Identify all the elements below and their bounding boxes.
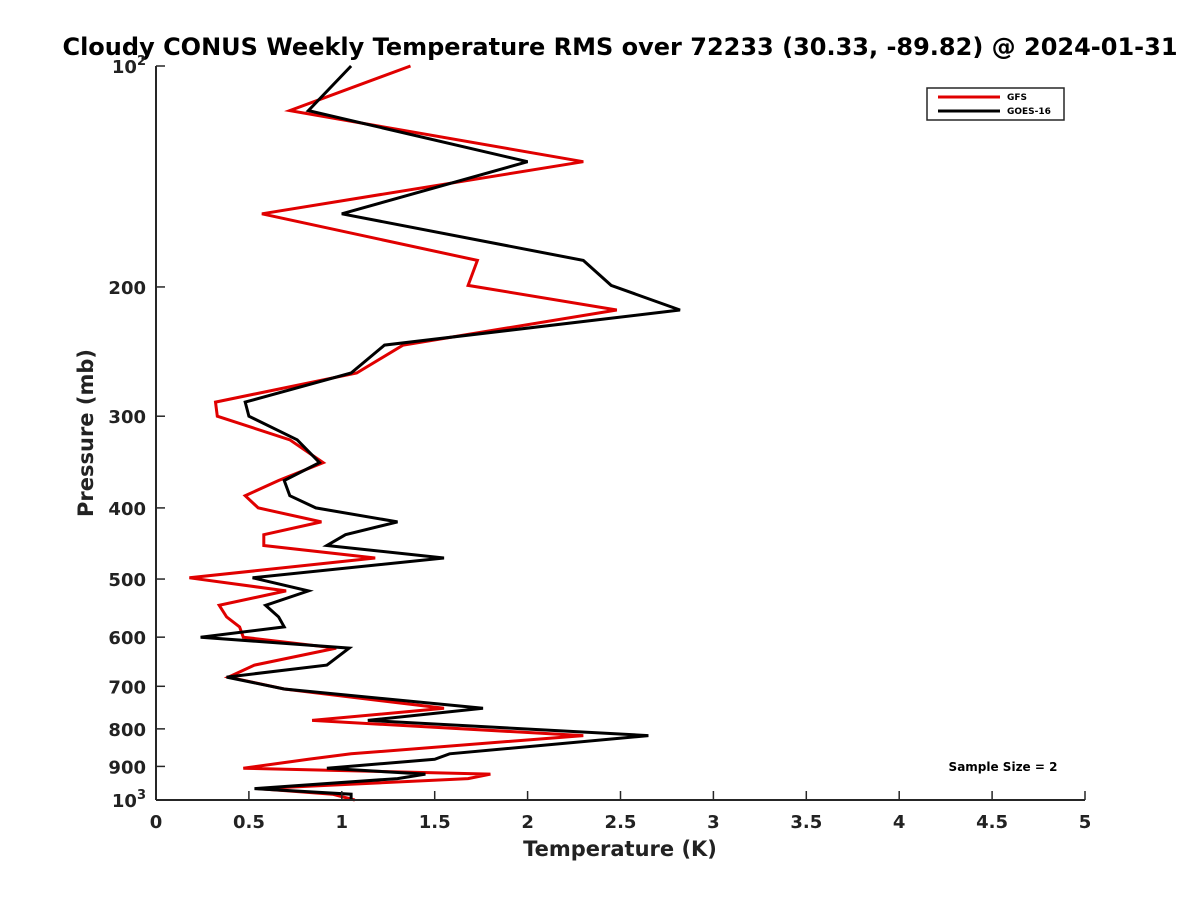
x-tick-label: 5 [1079,812,1092,833]
sample-size-annotation: Sample Size = 2 [949,760,1058,774]
x-tick-label: 2.5 [605,812,637,833]
y-tick-label: 300 [108,407,146,428]
y-tick-label: 600 [108,628,146,649]
y-tick-label: 102 [112,54,146,78]
y-ticks: 102 200 300 400 500 600 700 800 900 103 [108,54,165,812]
x-tick-label: 0 [150,812,163,833]
x-axis-label: Temperature (K) [523,837,717,861]
x-tick-label: 3 [707,812,720,833]
y-tick-label: 700 [108,677,146,698]
x-tick-label: 0.5 [233,812,265,833]
series-line-gfs [189,64,618,802]
plot-area: 0 0.5 1 1.5 2 2.5 3 3.5 4 4.5 5 102 200 300 400 500 600… [108,54,1091,833]
y-tick-label: 800 [108,720,146,741]
series-lines [189,64,681,802]
y-tick-label: 103 [112,788,146,812]
legend-box [926,87,1065,121]
x-tick-label: 4.5 [976,812,1008,833]
y-tick-label: 900 [108,757,146,778]
x-tick-label: 1 [336,812,349,833]
x-tick-label: 1.5 [419,812,451,833]
x-tick-label: 4 [893,812,906,833]
x-ticks: 0 0.5 1 1.5 2 2.5 3 3.5 4 4.5 5 [150,791,1092,833]
legend: GFS GOES-16 [926,87,1065,121]
series-line-goes16 [200,64,681,800]
chart-title: Cloudy CONUS Weekly Temperature RMS over… [62,33,1177,61]
y-tick-label: 200 [108,278,146,299]
y-axis-label: Pressure (mb) [74,349,98,517]
y-tick-label: 500 [108,570,146,591]
legend-label-goes16: GOES-16 [1007,107,1051,117]
legend-label-gfs: GFS [1007,93,1027,103]
x-tick-label: 3.5 [790,812,822,833]
x-tick-label: 2 [521,812,534,833]
y-tick-label: 400 [108,499,146,520]
